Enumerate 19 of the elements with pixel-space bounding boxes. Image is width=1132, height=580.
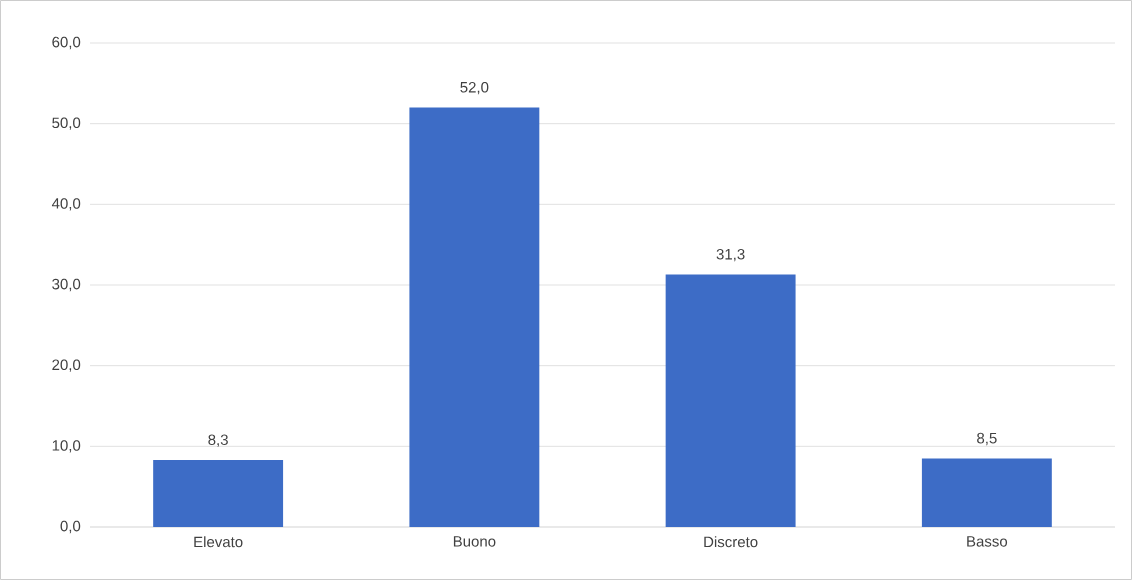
y-tick-label: 50,0 bbox=[52, 117, 81, 130]
data-label: 52,0 bbox=[460, 81, 489, 95]
bar bbox=[665, 274, 796, 527]
x-tick-label: Buono bbox=[453, 536, 496, 547]
y-tick-label: 0,0 bbox=[60, 520, 81, 534]
data-label: 8,3 bbox=[208, 434, 228, 447]
data-label: 8,5 bbox=[977, 432, 997, 446]
x-tick-label: Basso bbox=[967, 536, 1008, 547]
x-tick-label: Discreto bbox=[704, 536, 758, 548]
y-tick-label: 20,0 bbox=[52, 359, 81, 372]
data-label: 31,3 bbox=[716, 248, 745, 262]
bar bbox=[153, 460, 284, 527]
bar bbox=[409, 107, 540, 527]
y-tick-label: 60,0 bbox=[52, 36, 81, 50]
bar bbox=[921, 458, 1052, 527]
y-tick-label: 30,0 bbox=[52, 278, 81, 292]
x-tick-label: Elevato bbox=[194, 536, 243, 548]
y-tick-label: 10,0 bbox=[52, 440, 81, 453]
y-tick-label: 40,0 bbox=[51, 198, 81, 211]
